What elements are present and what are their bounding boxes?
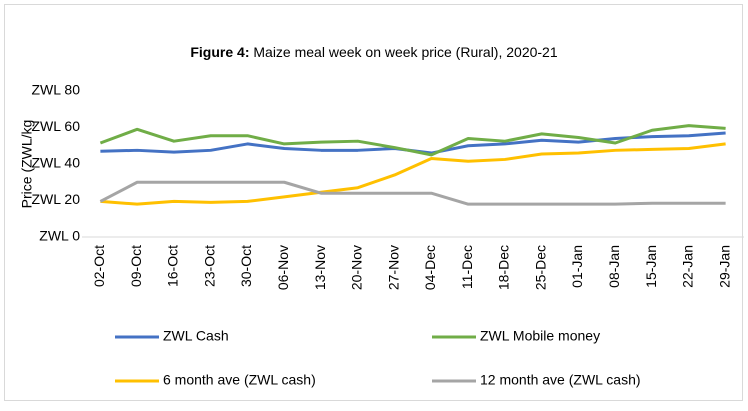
y-tick-label: ZWL 0	[39, 228, 80, 244]
x-tick-label: 15-Jan	[643, 245, 659, 288]
x-tick-label: 02-Oct	[91, 245, 107, 287]
legend-label: ZWL Mobile money	[480, 328, 600, 344]
y-tick-label: ZWL 80	[32, 82, 81, 98]
x-tick-label: 06-Nov	[275, 245, 291, 290]
line-series	[99, 180, 726, 206]
y-tick-label: ZWL 20	[32, 191, 81, 207]
x-tick-label: 23-Oct	[201, 245, 217, 287]
legend-label: 6 month ave (ZWL cash)	[163, 372, 316, 388]
x-tick-label: 04-Dec	[422, 245, 438, 290]
title-text: Maize meal week on week price (Rural), 2…	[253, 44, 557, 60]
y-tick-label: ZWL 60	[32, 118, 81, 134]
title-prefix: Figure 4:	[190, 44, 249, 60]
x-tick-label: 11-Dec	[459, 245, 475, 289]
x-tick-label: 30-Oct	[238, 245, 254, 287]
y-tick-label: ZWL 40	[32, 155, 81, 171]
x-tick-label: 22-Jan	[680, 245, 696, 288]
x-tick-label: 16-Oct	[165, 245, 181, 287]
line-series	[100, 142, 726, 206]
x-tick-label: 18-Dec	[496, 245, 512, 290]
line-series	[99, 124, 726, 157]
legend-label: 12 month ave (ZWL cash)	[480, 372, 641, 388]
x-tick-label: 29-Jan	[716, 245, 732, 288]
chart-title: Figure 4: Maize meal week on week price …	[190, 44, 557, 60]
x-tick-label: 27-Nov	[385, 245, 401, 290]
x-tick-label: 09-Oct	[128, 245, 144, 287]
y-axis-label: Price (ZWL/kg	[19, 120, 35, 209]
legend-label: ZWL Cash	[163, 328, 229, 344]
x-tick-label: 25-Dec	[532, 245, 548, 290]
x-tick-label: 13-Nov	[312, 245, 328, 290]
x-tick-label: 08-Jan	[606, 245, 622, 288]
x-tick-label: 01-Jan	[569, 245, 585, 288]
x-tick-label: 20-Nov	[349, 245, 365, 290]
